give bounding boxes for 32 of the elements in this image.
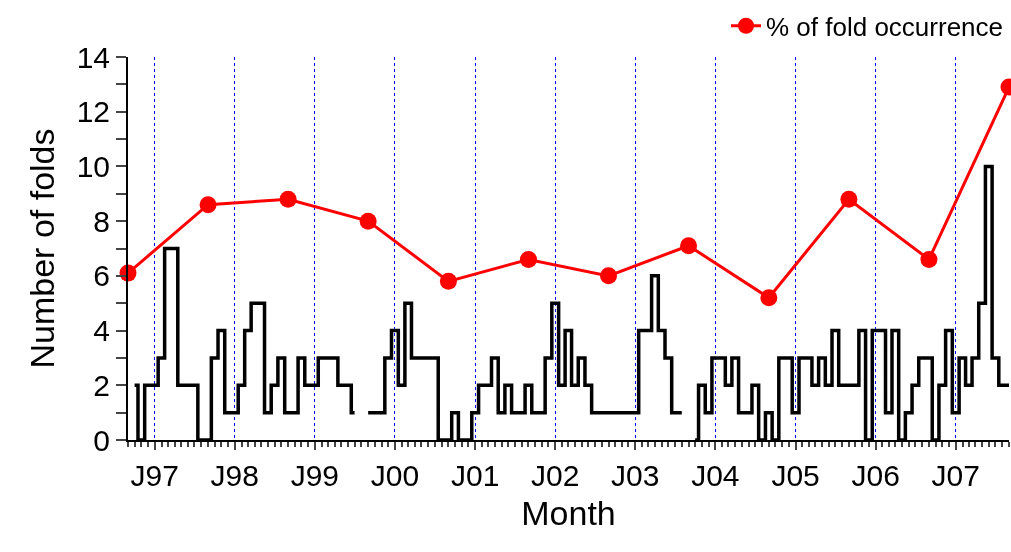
x-axis-title: Month [521, 493, 616, 532]
x-tick-label: J03 [611, 459, 660, 492]
x-tick-label: J97 [130, 459, 179, 492]
y-tick-label: 10 [76, 149, 110, 183]
y-tick-label: 6 [93, 259, 110, 293]
x-tick-label: J98 [210, 459, 259, 492]
y-tick-label: 12 [76, 95, 110, 129]
x-tick-label: J05 [771, 459, 820, 492]
point [359, 212, 377, 230]
y-tick-label: 0 [93, 423, 110, 457]
x-tick-label: J04 [691, 459, 740, 492]
point [519, 250, 537, 268]
point [199, 196, 217, 214]
point [840, 190, 858, 208]
y-tick-label: 8 [93, 204, 110, 238]
point [439, 272, 457, 290]
x-tick-label: J06 [851, 459, 900, 492]
y-axis-title: Number of folds [22, 128, 61, 369]
point [600, 267, 618, 285]
y-tick-label: 2 [93, 368, 110, 402]
point [760, 289, 778, 307]
x-tick-label: J07 [931, 459, 980, 492]
y-tick-label: 14 [76, 40, 110, 74]
point [680, 237, 698, 255]
legend-label: % of fold occurrence [766, 11, 1004, 42]
x-tick-label: J02 [531, 459, 580, 492]
point [279, 190, 297, 208]
point [920, 250, 938, 268]
x-tick-label: J01 [450, 459, 500, 492]
x-tick-label: J99 [290, 459, 340, 492]
x-tick-label: J00 [370, 459, 420, 492]
y-tick-label: 4 [93, 314, 110, 348]
